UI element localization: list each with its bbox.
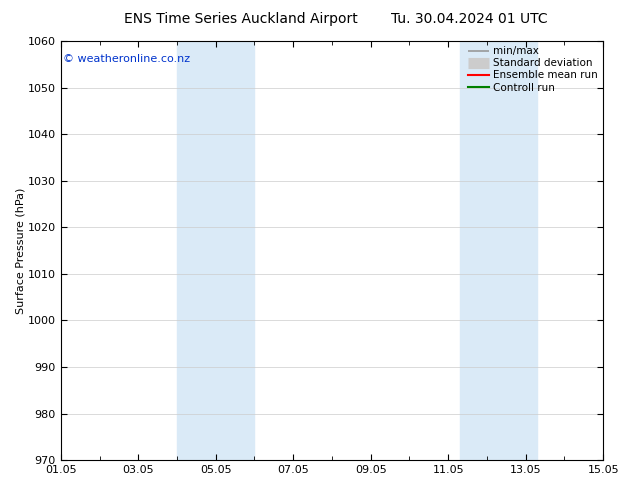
Text: ENS Time Series Auckland Airport: ENS Time Series Auckland Airport: [124, 12, 358, 26]
Y-axis label: Surface Pressure (hPa): Surface Pressure (hPa): [15, 187, 25, 314]
Bar: [177, 41, 254, 460]
Bar: [460, 41, 538, 460]
Text: Tu. 30.04.2024 01 UTC: Tu. 30.04.2024 01 UTC: [391, 12, 548, 26]
Text: © weatheronline.co.nz: © weatheronline.co.nz: [63, 53, 191, 64]
Legend: min/max, Standard deviation, Ensemble mean run, Controll run: min/max, Standard deviation, Ensemble me…: [469, 46, 598, 93]
